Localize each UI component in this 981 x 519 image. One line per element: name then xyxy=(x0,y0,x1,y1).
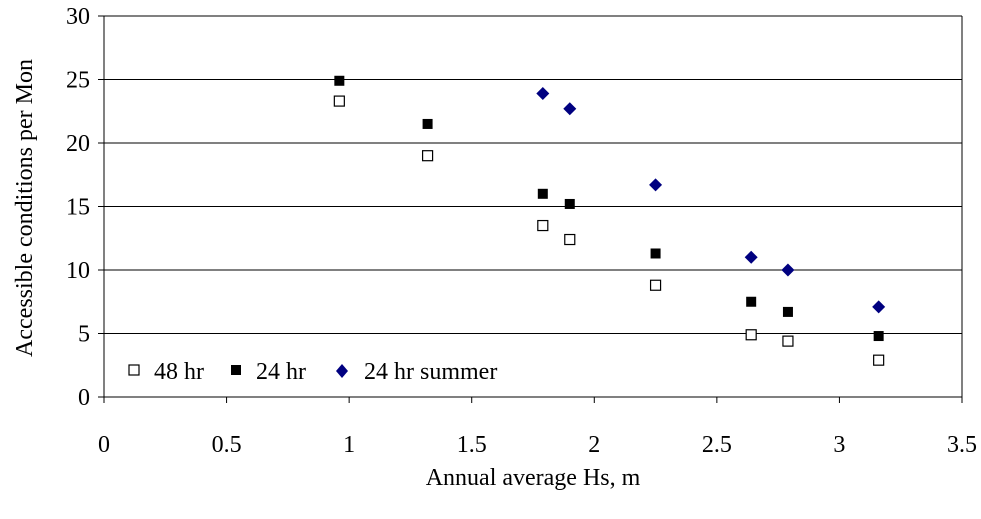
y-axis-title: Accessible conditions per Mon xyxy=(12,59,38,357)
y-tick-label: 5 xyxy=(78,322,90,348)
x-tick-label: 0 xyxy=(98,432,110,458)
y-tick-label: 30 xyxy=(66,4,90,30)
data-point-24-hr-summer xyxy=(649,178,663,192)
data-point-24-hr-summer xyxy=(744,250,758,264)
y-tick-label: 25 xyxy=(66,68,90,94)
data-point-48-hr xyxy=(421,150,434,162)
y-tick-label: 15 xyxy=(66,195,90,221)
data-point-24-hr xyxy=(873,331,884,342)
data-point-48-hr xyxy=(873,354,885,366)
y-tick-label: 20 xyxy=(66,131,90,157)
data-point-24-hr xyxy=(537,188,548,199)
y-tick-labels: 0 5 10 15 20 25 30 xyxy=(66,4,90,411)
data-point-48-hr xyxy=(333,95,345,107)
axes xyxy=(98,15,963,403)
gridlines xyxy=(104,15,962,334)
y-tick-label: 10 xyxy=(66,258,90,284)
data-point-48-hr xyxy=(537,219,549,232)
data-point-48-hr xyxy=(745,329,757,341)
legend-label-24-hr: 24 hr xyxy=(256,359,306,385)
x-tick-label: 1.5 xyxy=(457,432,487,458)
data-point-24-hr-summer xyxy=(536,86,550,100)
x-tick-label: 2 xyxy=(588,432,600,458)
data-point-24-hr xyxy=(422,118,433,129)
x-tick-label: 0.5 xyxy=(212,432,242,458)
x-tick-label: 3 xyxy=(833,432,845,458)
x-tick-label: 2.5 xyxy=(702,432,732,458)
legend-swatch-24-hr-summer xyxy=(336,364,348,378)
x-axis-title: Annual average Hs, m xyxy=(426,465,641,491)
legend-swatch-48-hr xyxy=(128,364,140,376)
data-point-24-hr-summer xyxy=(872,300,886,314)
data-point-24-hr-summer xyxy=(563,102,577,116)
data-point-48-hr xyxy=(782,335,794,347)
data-point-24-hr xyxy=(564,198,575,209)
data-point-48-hr xyxy=(564,233,576,246)
x-tick-labels: 0 0.5 1 1.5 2 2.5 3 3.5 xyxy=(98,432,977,458)
x-tick-label: 3.5 xyxy=(947,432,977,458)
x-tick-label: 1 xyxy=(343,432,355,458)
data-point-48-hr xyxy=(649,279,662,291)
legend-label-24-hr-summer: 24 hr summer xyxy=(364,359,497,385)
data-points xyxy=(333,75,886,366)
legend: 48 hr 24 hr 24 hr summer xyxy=(128,359,497,385)
data-point-24-hr xyxy=(334,75,345,86)
legend-label-48-hr: 48 hr xyxy=(154,359,204,385)
data-point-24-hr xyxy=(746,296,757,307)
y-tick-label: 0 xyxy=(78,385,90,411)
data-point-24-hr-summer xyxy=(781,263,795,277)
data-point-24-hr xyxy=(782,306,793,317)
data-point-24-hr xyxy=(650,248,661,259)
legend-swatch-24-hr xyxy=(231,365,241,375)
